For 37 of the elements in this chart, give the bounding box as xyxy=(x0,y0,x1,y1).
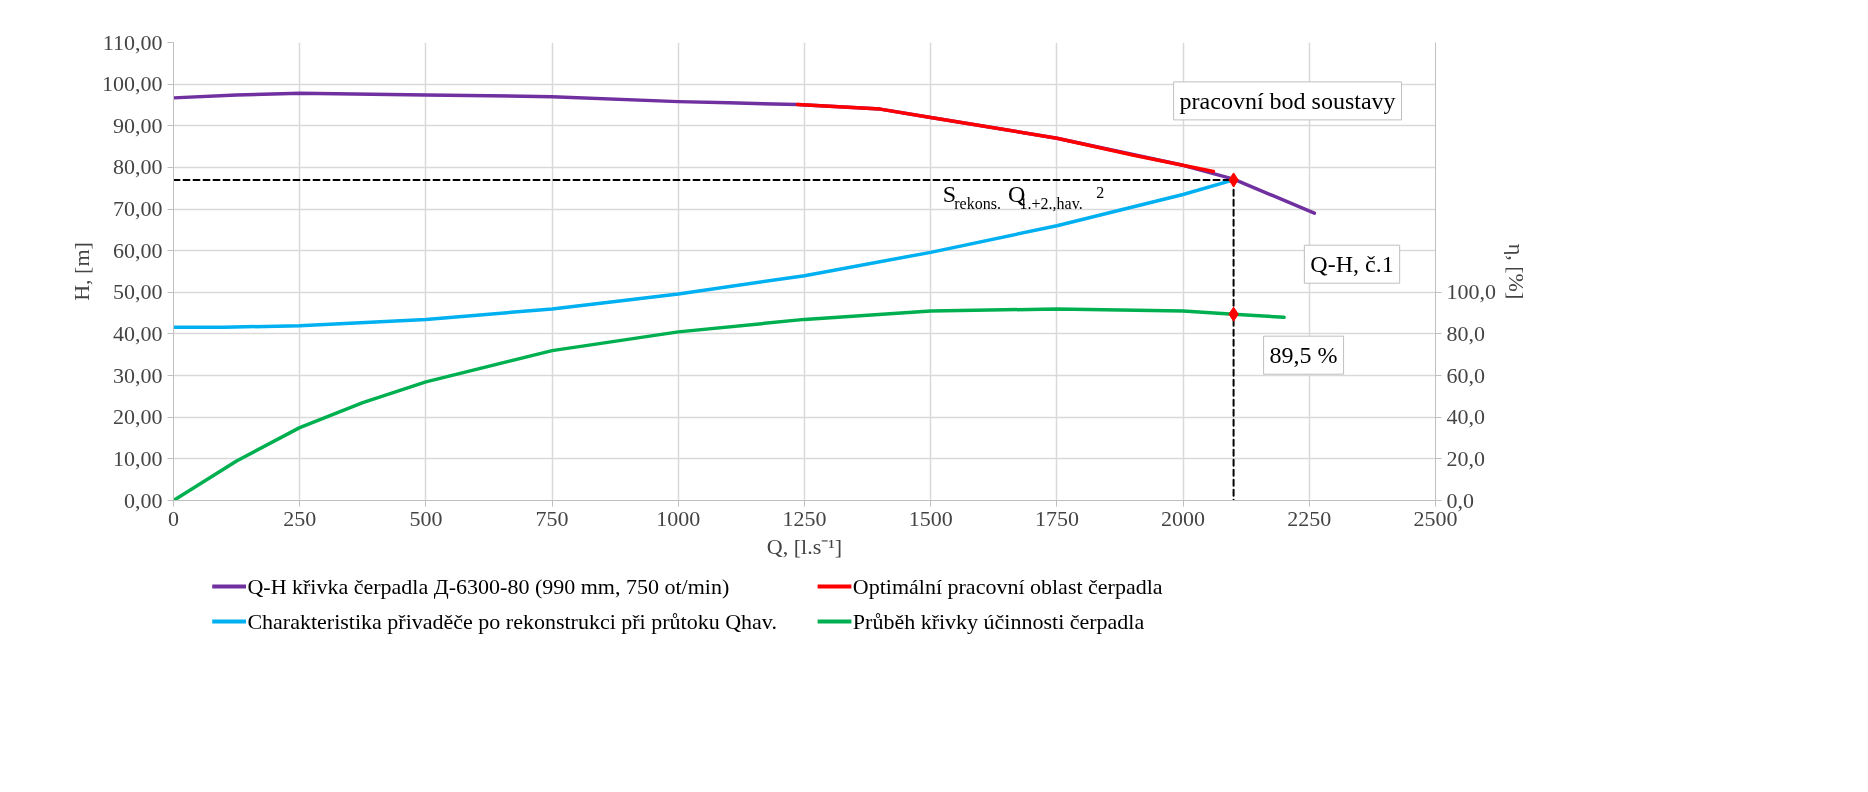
annotation: 89,5 % xyxy=(1269,342,1338,369)
y-tick-label: 110,00 xyxy=(102,29,163,55)
y-tick-label: 90,00 xyxy=(113,112,163,138)
x-tick-label: 0 xyxy=(168,505,179,531)
y-tick-label: 60,00 xyxy=(113,237,163,263)
y-tick-label: 100,00 xyxy=(102,71,163,97)
y2-tick-label: 60,0 xyxy=(1446,362,1485,388)
x-axis-title: Q, [l.s⁻¹] xyxy=(766,533,843,559)
legend-label: Q-H křivka čerpadla Д-6300-80 (990 mm, 750 ot/min) xyxy=(247,574,730,599)
x-tick-label: 750 xyxy=(535,505,569,531)
legend-label: Optimální pracovní oblast čerpadla xyxy=(852,574,1163,599)
y2-tick-label: 20,0 xyxy=(1446,445,1485,471)
x-tick-label: 500 xyxy=(409,505,443,531)
legend-label: Charakteristika přivaděče po rekonstrukci při průtoku Qhav. xyxy=(247,609,777,634)
annotation: Q-H, č.1 xyxy=(1310,251,1394,278)
annotation: pracovní bod soustavy xyxy=(1179,87,1396,114)
y2-axis-title: η, [%] xyxy=(1504,243,1529,300)
y-tick-label: 10,00 xyxy=(113,445,163,471)
y-tick-label: 0,00 xyxy=(124,487,163,513)
y-tick-label: 30,00 xyxy=(113,362,163,388)
x-tick-label: 250 xyxy=(283,505,317,531)
x-tick-label: 1750 xyxy=(1034,505,1079,531)
legend-label: Průběh křivky účinnosti čerpadla xyxy=(852,609,1145,634)
y-tick-label: 80,00 xyxy=(113,154,163,180)
x-tick-label: 1250 xyxy=(782,505,827,531)
x-tick-label: 2250 xyxy=(1287,505,1332,531)
y2-tick-label: 80,0 xyxy=(1446,320,1485,346)
x-tick-label: 2000 xyxy=(1161,505,1206,531)
y-tick-label: 20,00 xyxy=(113,404,163,430)
y2-tick-label: 40,0 xyxy=(1446,404,1485,430)
y2-tick-label: 100,0 xyxy=(1446,279,1496,305)
x-tick-label: 1500 xyxy=(908,505,953,531)
y-tick-label: 50,00 xyxy=(113,279,163,305)
y-tick-label: 40,00 xyxy=(113,320,163,346)
y-tick-label: 70,00 xyxy=(113,196,163,222)
y-axis-title: H, [m] xyxy=(69,242,94,301)
x-tick-label: 1000 xyxy=(656,505,701,531)
